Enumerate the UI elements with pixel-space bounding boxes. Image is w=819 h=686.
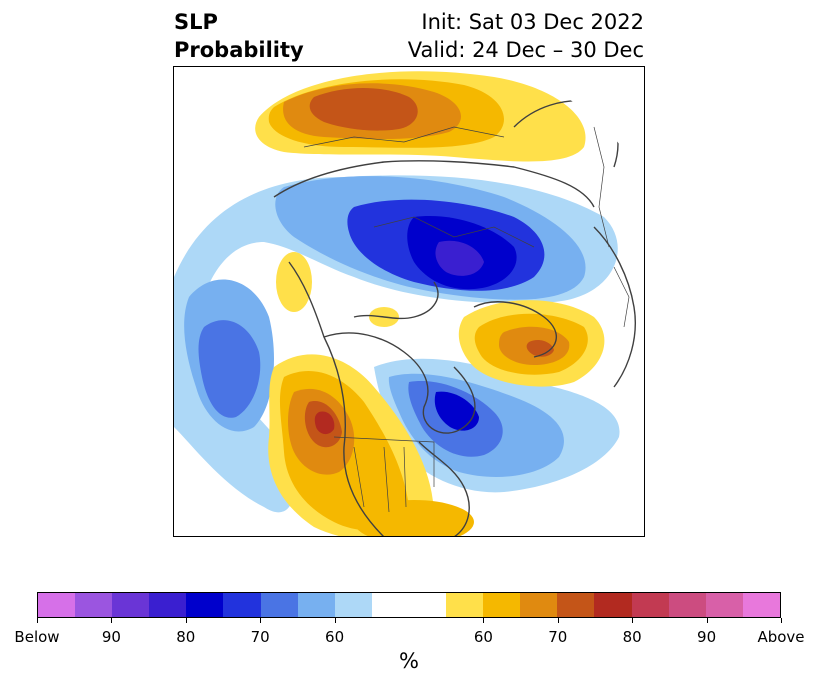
colorbar-segment xyxy=(334,593,372,617)
valid-range: Valid: 24 Dec – 30 Dec xyxy=(407,38,644,62)
colorbar-tick-label: 80 xyxy=(622,628,642,646)
colorbar-tick-mark xyxy=(260,618,262,623)
colorbar-segment xyxy=(557,593,595,617)
colorbar-tick-mark xyxy=(706,618,708,623)
init-date: Init: Sat 03 Dec 2022 xyxy=(421,10,644,34)
colorbar-segment xyxy=(371,593,409,617)
above-80-westus xyxy=(314,411,335,435)
title-probability: Probability xyxy=(174,38,304,62)
above-60-alaska xyxy=(276,252,312,312)
colorbar-segment xyxy=(668,593,706,617)
probability-map xyxy=(173,66,645,537)
colorbar-tick-mark xyxy=(185,618,187,623)
colorbar-tick-label: 60 xyxy=(473,628,493,646)
colorbar-segment xyxy=(594,593,632,617)
colorbar-tick-label: Below xyxy=(14,628,60,646)
colorbar-tick-label: 60 xyxy=(325,628,345,646)
colorbar-segment xyxy=(520,593,558,617)
colorbar-segment xyxy=(297,593,335,617)
above-60-gulf xyxy=(354,500,474,536)
colorbar-segment xyxy=(631,593,669,617)
colorbar-segment xyxy=(38,593,76,617)
colorbar-tick-mark xyxy=(37,618,38,623)
colorbar-tick-label: 90 xyxy=(101,628,121,646)
colorbar-segment xyxy=(149,593,187,617)
colorbar-tick-mark xyxy=(781,618,782,623)
colorbar xyxy=(37,592,781,618)
colorbar-segment xyxy=(742,593,780,617)
colorbar-tick-label: Above xyxy=(757,628,805,646)
map-svg xyxy=(174,71,636,536)
colorbar-segment xyxy=(408,593,447,617)
colorbar-tick-mark xyxy=(632,618,634,623)
title-right: Init: Sat 03 Dec 2022 Valid: 24 Dec – 30… xyxy=(408,8,644,64)
colorbar-segment xyxy=(75,593,113,617)
below-80-aleutian xyxy=(198,320,261,418)
above-75-russia xyxy=(309,88,418,131)
colorbar-tick-label: 80 xyxy=(176,628,196,646)
title-slp: SLP xyxy=(174,10,218,34)
colorbar-segment xyxy=(223,593,261,617)
colorbar-segment xyxy=(483,593,521,617)
borders xyxy=(303,126,630,513)
colorbar-segment xyxy=(112,593,150,617)
colorbar-tick-label: 70 xyxy=(250,628,270,646)
colorbar-tick-label: 90 xyxy=(697,628,717,646)
colorbar-segment xyxy=(446,593,484,617)
colorbar-tick-mark xyxy=(557,618,559,623)
colorbar-segment xyxy=(705,593,743,617)
title-left: SLP Probability xyxy=(174,8,304,64)
below-purple-siberia xyxy=(435,240,484,276)
colorbar-tick-mark xyxy=(334,618,336,623)
colorbar-tick-mark xyxy=(483,618,485,623)
colorbar-segment xyxy=(186,593,224,617)
colorbar-tick-mark xyxy=(111,618,113,623)
colorbar-tick-label: 70 xyxy=(548,628,568,646)
colorbar-segment xyxy=(260,593,298,617)
colorbar-unit: % xyxy=(399,649,419,673)
below-90-canada xyxy=(434,391,479,431)
